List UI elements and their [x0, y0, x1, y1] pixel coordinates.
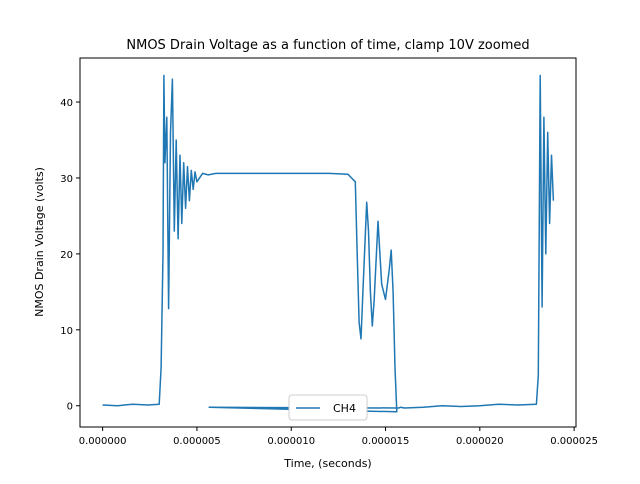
x-tick-label: 0.000010	[267, 436, 315, 447]
x-axis-ticks: 0.000000 0.000005 0.000010 0.000015 0.000020…	[79, 427, 598, 447]
series-line-ch4	[102, 74, 555, 413]
x-tick-label: 0.000015	[362, 436, 410, 447]
y-tick-label: 30	[60, 174, 73, 185]
y-tick-label: 40	[60, 98, 73, 109]
plot-area	[79, 57, 577, 428]
legend-box	[288, 394, 368, 421]
y-axis-ticks: 0 10 20 30 40	[60, 98, 80, 413]
x-tick-label: 0.000025	[550, 436, 598, 447]
y-axis-label: NMOS Drain Voltage (volts)	[33, 167, 46, 317]
legend-label-ch4: CH4	[333, 402, 356, 415]
x-axis-label: Time, (seconds)	[283, 457, 371, 470]
x-tick-label: 0.000005	[173, 436, 221, 447]
legend: CH4	[288, 394, 368, 421]
y-tick-label: 10	[60, 326, 73, 337]
chart-title: NMOS Drain Voltage as a function of time…	[126, 38, 529, 53]
x-tick-label: 0.000020	[456, 436, 504, 447]
y-tick-label: 0	[67, 402, 73, 413]
x-tick-label: 0.000000	[79, 436, 127, 447]
axes-frame	[79, 57, 577, 428]
y-tick-label: 20	[60, 250, 73, 261]
